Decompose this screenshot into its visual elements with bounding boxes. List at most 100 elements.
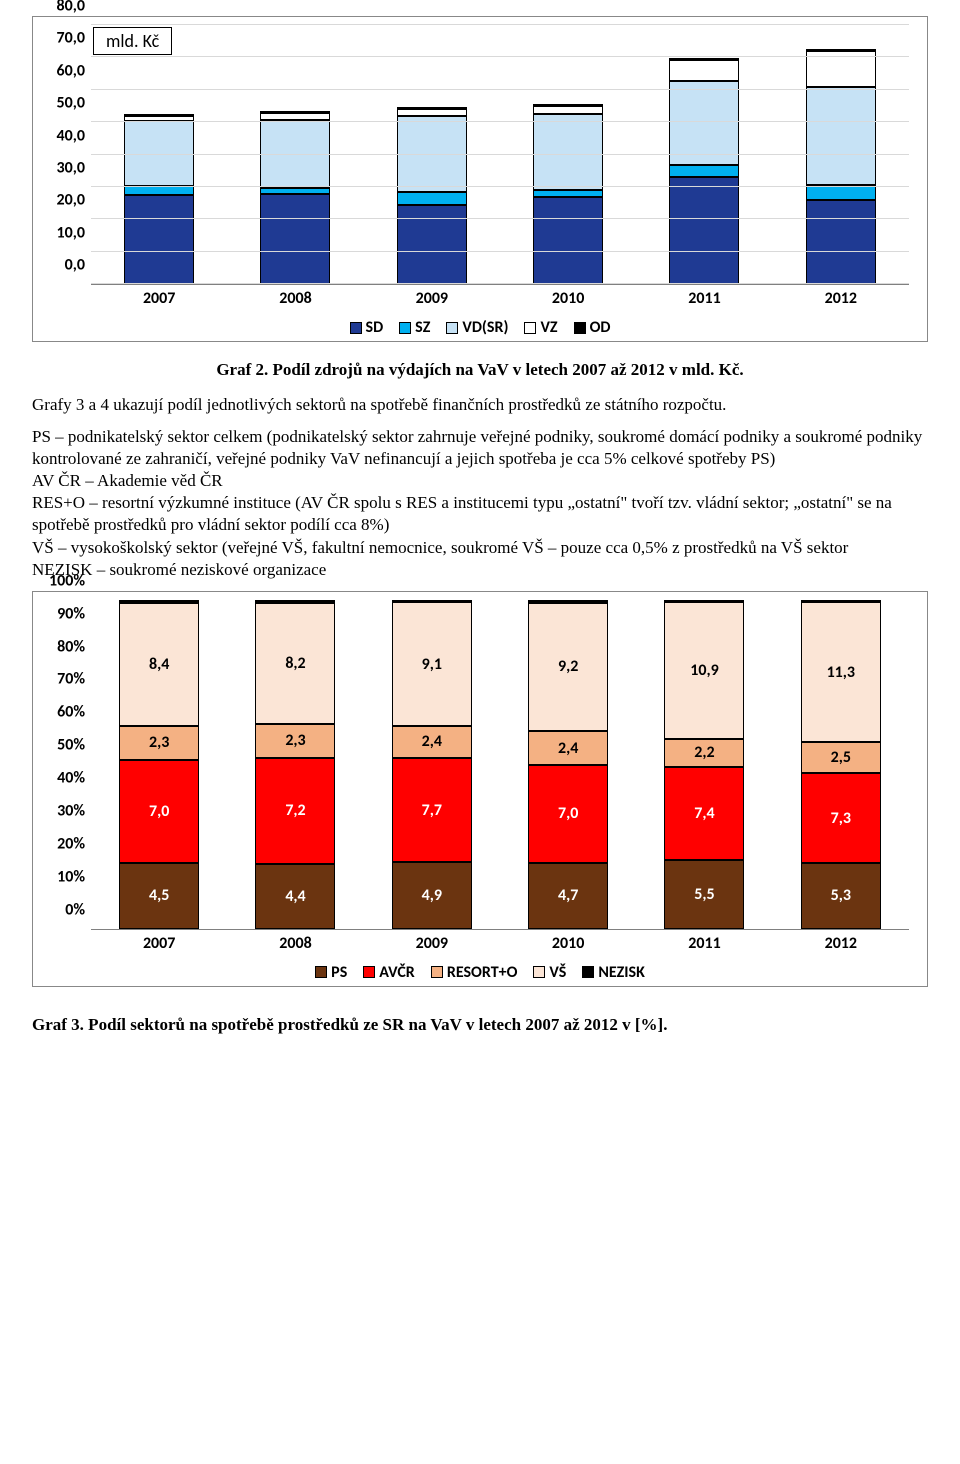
- bar-column: [669, 25, 739, 284]
- bar-segment: [533, 104, 603, 106]
- chart2-bars: 4,57,02,38,44,47,22,38,24,97,72,49,14,77…: [91, 600, 909, 929]
- bar-segment: [397, 107, 467, 109]
- bar-value-label: 4,9: [422, 886, 442, 905]
- bar-segment: [260, 188, 330, 194]
- legend-swatch: [363, 966, 375, 978]
- legend-swatch: [431, 966, 443, 978]
- def-reso: RES+O – resortní výzkumné instituce (AV …: [32, 493, 892, 534]
- bar-segment: [664, 600, 744, 603]
- y-tick-label: 60%: [57, 703, 85, 722]
- y-tick-label: 50,0: [57, 94, 85, 113]
- y-tick-label: 60,0: [57, 61, 85, 80]
- legend-item: VD(SR): [446, 318, 508, 337]
- bar-value-label: 5,3: [831, 886, 851, 905]
- bar-column: [397, 25, 467, 284]
- x-tick-label: 2012: [801, 934, 881, 953]
- bar-segment: 10,9: [664, 602, 744, 739]
- bar-value-label: 7,2: [285, 801, 305, 820]
- chart2-caption: Graf 3. Podíl sektorů na spotřebě prostř…: [32, 1015, 928, 1035]
- bar-segment: [260, 113, 330, 119]
- bar-column: [533, 25, 603, 284]
- bar-value-label: 10,9: [690, 661, 718, 680]
- bar-column: 4,77,02,49,2: [528, 600, 608, 929]
- x-tick-label: 2012: [806, 289, 876, 308]
- bar-segment: [806, 185, 876, 200]
- x-tick-label: 2010: [528, 934, 608, 953]
- bar-segment: [119, 600, 199, 603]
- y-tick-label: 30%: [57, 802, 85, 821]
- bar-segment: 7,3: [801, 773, 881, 863]
- chart2-plot-area: 4,57,02,38,44,47,22,38,24,97,72,49,14,77…: [91, 600, 909, 930]
- x-tick-label: 2007: [119, 934, 199, 953]
- legend-item: PS: [315, 963, 347, 982]
- bar-value-label: 11,3: [827, 663, 855, 682]
- bar-value-label: 2,4: [558, 739, 578, 758]
- bar-value-label: 9,2: [558, 657, 578, 676]
- bar-segment: 8,4: [119, 603, 199, 726]
- bar-segment: 7,7: [392, 758, 472, 862]
- bar-segment: 2,4: [528, 731, 608, 765]
- bar-segment: [669, 165, 739, 177]
- bar-segment: 2,5: [801, 742, 881, 773]
- bar-value-label: 4,5: [149, 886, 169, 905]
- y-tick-label: 40%: [57, 769, 85, 788]
- bar-segment: 5,3: [801, 863, 881, 929]
- bar-segment: [260, 111, 330, 113]
- y-tick-label: 20,0: [57, 191, 85, 210]
- x-tick-label: 2008: [255, 934, 335, 953]
- bar-value-label: 7,7: [422, 801, 442, 820]
- bar-segment: [669, 177, 739, 284]
- bar-value-label: 2,5: [831, 748, 851, 767]
- y-tick-label: 10%: [57, 867, 85, 886]
- y-tick-label: 80%: [57, 637, 85, 656]
- bar-segment: 8,2: [255, 603, 335, 724]
- bar-value-label: 8,2: [285, 654, 305, 673]
- bar-column: [806, 25, 876, 284]
- bar-segment: 7,0: [119, 760, 199, 863]
- y-tick-label: 0,0: [65, 256, 85, 275]
- legend-item: AVČR: [363, 963, 415, 982]
- bar-segment: 2,3: [255, 724, 335, 758]
- legend-label: VZ: [540, 318, 557, 337]
- y-tick-label: 30,0: [57, 158, 85, 177]
- legend-label: OD: [590, 318, 611, 337]
- y-tick-label: 20%: [57, 834, 85, 853]
- bar-value-label: 7,4: [694, 804, 714, 823]
- x-tick-label: 2008: [260, 289, 330, 308]
- bar-segment: [528, 600, 608, 603]
- chart1-container: mld. Kč 0,010,020,030,040,050,060,070,08…: [32, 16, 928, 342]
- x-tick-label: 2009: [392, 934, 472, 953]
- bar-segment: 2,3: [119, 726, 199, 760]
- bar-segment: 4,7: [528, 863, 608, 929]
- bar-value-label: 9,1: [422, 655, 442, 674]
- bar-segment: [533, 197, 603, 284]
- bar-segment: [260, 194, 330, 284]
- bar-segment: [255, 600, 335, 603]
- bar-segment: 9,1: [392, 602, 472, 725]
- legend-swatch: [315, 966, 327, 978]
- legend-label: RESORT+O: [447, 963, 518, 982]
- bar-value-label: 4,7: [558, 886, 578, 905]
- bar-segment: 7,4: [664, 767, 744, 860]
- bar-segment: [669, 58, 739, 60]
- bar-segment: 4,9: [392, 862, 472, 928]
- bar-segment: [533, 190, 603, 196]
- bar-segment: [124, 186, 194, 195]
- bar-segment: [533, 114, 603, 190]
- legend-label: VD(SR): [462, 318, 508, 337]
- legend-swatch: [533, 966, 545, 978]
- legend-swatch: [446, 322, 458, 334]
- legend-swatch: [399, 322, 411, 334]
- legend-item: SD: [350, 318, 384, 337]
- bar-value-label: 7,3: [831, 809, 851, 828]
- chart2-x-labels: 200720082009201020112012: [91, 934, 909, 953]
- chart1-bars: [91, 25, 909, 284]
- bar-segment: 2,2: [664, 739, 744, 767]
- bar-column: [124, 25, 194, 284]
- bar-segment: [124, 114, 194, 116]
- y-tick-label: 0%: [65, 900, 85, 919]
- def-ps: PS – podnikatelský sektor celkem (podnik…: [32, 427, 922, 468]
- bar-segment: [392, 600, 472, 603]
- bar-value-label: 2,3: [285, 731, 305, 750]
- bar-segment: 4,4: [255, 864, 335, 929]
